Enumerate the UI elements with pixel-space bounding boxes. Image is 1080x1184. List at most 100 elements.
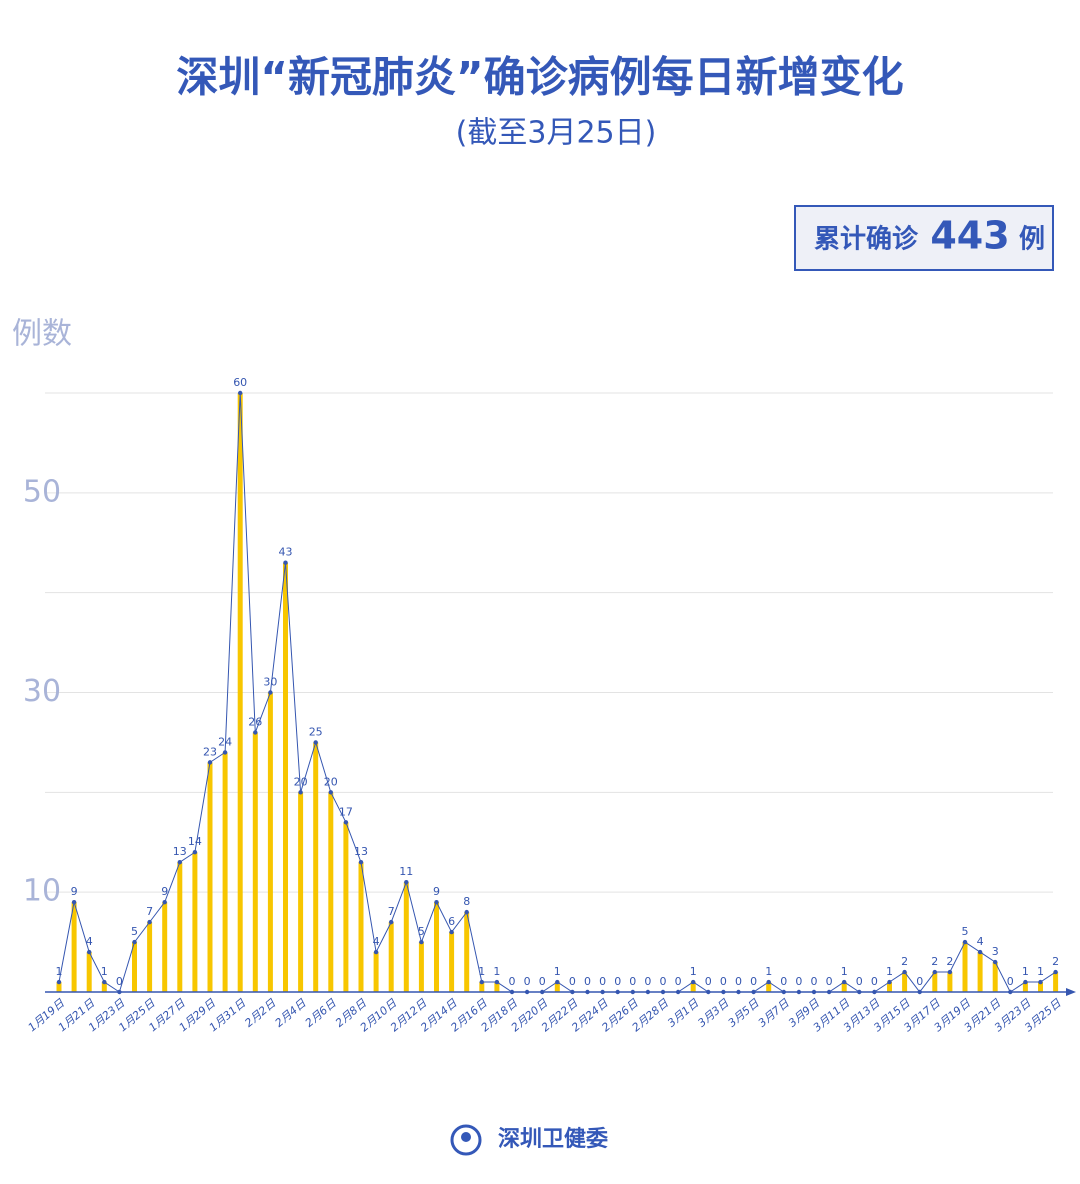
point <box>691 979 696 985</box>
value-label: 0 <box>660 975 667 988</box>
value-label: 0 <box>644 975 651 988</box>
point <box>1023 979 1028 985</box>
point <box>494 979 500 985</box>
value-label: 2 <box>946 955 953 968</box>
bar <box>283 562 288 992</box>
value-label: 0 <box>811 975 818 988</box>
bar <box>298 792 304 992</box>
point <box>706 989 711 995</box>
value-label: 0 <box>569 975 576 988</box>
value-label: 0 <box>584 975 591 988</box>
point <box>721 989 726 995</box>
value-label: 25 <box>309 725 323 738</box>
point <box>434 899 439 905</box>
value-label: 60 <box>233 376 247 389</box>
value-label: 0 <box>735 975 742 988</box>
value-label: 8 <box>463 895 470 908</box>
point <box>1008 989 1013 995</box>
bar <box>1038 982 1043 992</box>
point <box>207 760 213 765</box>
bar <box>71 902 77 992</box>
point <box>887 979 892 985</box>
value-label: 1 <box>841 965 848 978</box>
value-label: 0 <box>720 975 727 988</box>
point <box>811 989 817 995</box>
x-tick-label: 2月4日 <box>273 996 310 1030</box>
bar <box>162 902 168 992</box>
value-label: 1 <box>1037 965 1044 978</box>
value-label: 0 <box>750 975 757 988</box>
value-label: 1 <box>101 965 108 978</box>
value-label: 4 <box>86 935 93 948</box>
value-label: 9 <box>161 885 168 898</box>
point <box>102 979 107 985</box>
value-label: 1 <box>1022 965 1029 978</box>
point <box>947 969 953 975</box>
bar <box>992 962 998 992</box>
bar <box>358 862 364 992</box>
value-label: 0 <box>826 975 833 988</box>
value-label: 43 <box>279 546 293 559</box>
bar <box>887 982 892 992</box>
bar <box>554 982 560 992</box>
bar <box>177 862 183 992</box>
value-label: 0 <box>780 975 787 988</box>
x-tick-label: 3月1日 <box>665 996 702 1030</box>
x-axis-arrow <box>1066 988 1076 996</box>
source: 深圳卫健委 <box>498 1126 608 1152</box>
bar <box>766 982 772 992</box>
point <box>902 969 907 975</box>
point <box>449 929 454 935</box>
bar <box>101 982 107 992</box>
value-label: 17 <box>339 805 353 818</box>
chart-title: 深圳“新冠肺炎”确诊病例每日新增变化 <box>176 53 903 102</box>
value-label: 2 <box>901 955 908 968</box>
value-label: 3 <box>992 945 999 958</box>
point <box>766 979 771 985</box>
value-label: 2 <box>931 955 938 968</box>
point <box>615 989 620 995</box>
value-label: 1 <box>886 965 893 978</box>
total-prefix: 累计确诊 <box>814 224 919 255</box>
value-label: 9 <box>433 885 440 898</box>
point <box>917 989 922 995</box>
y-tick-label: 50 <box>23 474 61 509</box>
point <box>600 989 605 995</box>
bar <box>192 852 198 992</box>
bar <box>932 972 938 992</box>
point <box>71 899 77 905</box>
value-label: 4 <box>373 935 380 948</box>
point <box>479 979 484 985</box>
value-label: 1 <box>554 965 561 978</box>
value-label: 1 <box>690 965 697 978</box>
total-suffix: 例 <box>1019 225 1045 255</box>
bar <box>56 982 62 992</box>
point <box>645 989 651 995</box>
value-label: 20 <box>294 775 308 788</box>
point <box>751 989 756 995</box>
value-label: 14 <box>188 835 202 848</box>
bar <box>962 942 968 992</box>
bar <box>252 732 258 992</box>
bar <box>690 982 696 992</box>
point <box>298 790 303 795</box>
bar <box>403 882 409 992</box>
point <box>222 750 228 755</box>
point <box>660 989 666 995</box>
bar <box>434 902 439 992</box>
point <box>826 989 832 995</box>
value-label: 0 <box>705 975 712 988</box>
point <box>555 979 560 985</box>
point <box>358 860 364 865</box>
value-label: 7 <box>146 905 153 918</box>
point <box>464 909 469 915</box>
bar <box>977 952 983 992</box>
x-tick-label: 3月7日 <box>756 996 793 1030</box>
point <box>373 949 379 955</box>
point <box>268 690 273 695</box>
value-label: 4 <box>977 935 984 948</box>
value-label: 0 <box>539 975 546 988</box>
chart-subtitle: (截至3月25日) <box>456 116 657 151</box>
value-label: 0 <box>599 975 606 988</box>
point <box>796 989 802 995</box>
